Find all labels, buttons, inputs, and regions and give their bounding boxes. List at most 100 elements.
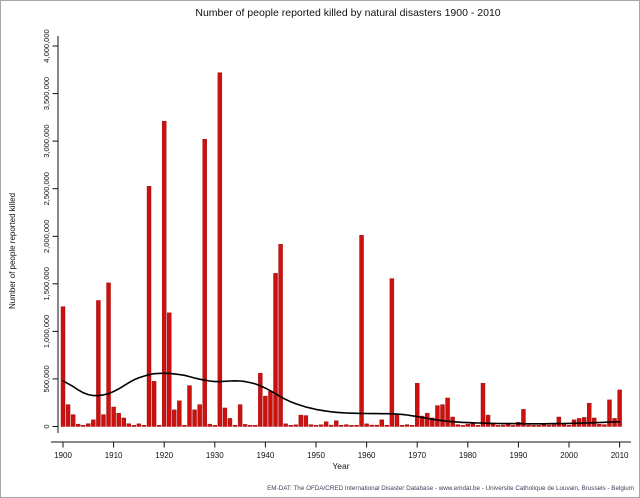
disaster-deaths-bar-1955 — [339, 425, 344, 427]
disaster-deaths-bar-1956 — [344, 424, 349, 427]
disaster-deaths-bar-1986 — [495, 425, 501, 427]
disaster-deaths-bar-1985 — [490, 423, 496, 427]
y-tick-label: 4,000,000 — [42, 29, 51, 62]
disaster-deaths-bar-1945 — [288, 425, 293, 427]
disaster-deaths-bar-1970 — [415, 383, 420, 427]
disaster-deaths-bar-1918 — [151, 381, 157, 427]
disaster-deaths-bar-1971 — [420, 415, 425, 427]
disaster-deaths-bar-1949 — [308, 424, 314, 427]
trend-line-group — [62, 372, 621, 425]
x-tick-label: 1950 — [307, 451, 325, 460]
disaster-deaths-bar-1913 — [126, 423, 131, 427]
disaster-deaths-bar-1920 — [161, 120, 167, 427]
disaster-deaths-bar-1974 — [435, 405, 440, 427]
disaster-deaths-bar-1953 — [328, 424, 334, 427]
disaster-deaths-bar-1998 — [556, 416, 562, 427]
disaster-deaths-bar-1912 — [121, 417, 126, 427]
disaster-deaths-bar-1906 — [91, 419, 96, 427]
x-tick-label: 1930 — [206, 451, 224, 460]
x-tick-label: 2010 — [611, 451, 629, 460]
x-tick-label: 1920 — [155, 451, 173, 460]
bars-group — [60, 72, 622, 427]
disaster-deaths-bar-1991 — [521, 409, 526, 427]
disaster-deaths-bar-1934 — [232, 425, 238, 427]
disaster-deaths-bar-1980 — [465, 423, 470, 427]
x-tick-label: 1900 — [54, 451, 72, 460]
axes-group: 0 500,000 1,000,000 1,500,000 2,000,000 2,500… — [42, 29, 631, 460]
disaster-deaths-bar-1921 — [167, 312, 172, 427]
disaster-deaths-bar-1947 — [298, 414, 304, 427]
disaster-deaths-bar-1983 — [480, 383, 486, 427]
disaster-deaths-bar-2006 — [597, 423, 602, 427]
y-tick-label: 3,000,000 — [42, 124, 51, 157]
y-tick-label: 3,500,000 — [42, 77, 51, 110]
disaster-deaths-bar-1927 — [197, 404, 202, 427]
disaster-deaths-bar-1996 — [546, 424, 551, 427]
disaster-deaths-bar-1900 — [60, 306, 66, 427]
disaster-deaths-bar-1981 — [470, 423, 476, 427]
y-tick-label: 2,000,000 — [42, 220, 51, 253]
y-tick-label: 1,000,000 — [42, 315, 51, 348]
disaster-deaths-bar-1926 — [192, 409, 197, 427]
x-tick-label: 1940 — [257, 451, 275, 460]
disaster-deaths-bar-1966 — [394, 414, 400, 427]
source-attribution: EM-DAT: The OFDA/CRED International Disa… — [267, 485, 634, 492]
disaster-deaths-bar-1982 — [475, 425, 481, 427]
disaster-deaths-bar-1911 — [116, 412, 121, 427]
disaster-deaths-bar-1923 — [177, 400, 182, 427]
disaster-deaths-bar-1994 — [536, 425, 541, 427]
disaster-deaths-bar-1942 — [273, 273, 278, 427]
disaster-deaths-bar-1975 — [440, 404, 445, 427]
disaster-deaths-bar-1957 — [349, 425, 354, 427]
disaster-deaths-bar-1928 — [202, 139, 207, 427]
disaster-deaths-bar-1903 — [75, 423, 81, 427]
disaster-deaths-bar-1901 — [65, 404, 71, 427]
y-tick-label: 1,500,000 — [42, 267, 51, 300]
disaster-deaths-bar-1919 — [156, 425, 162, 427]
y-axis-title: Number of people reported killed — [8, 193, 17, 309]
disaster-deaths-bar-2008 — [607, 399, 612, 427]
disaster-deaths-bar-1962 — [374, 424, 379, 427]
disaster-deaths-bar-1989 — [511, 425, 516, 427]
disaster-deaths-bar-1951 — [318, 424, 324, 427]
disaster-deaths-bar-1904 — [81, 425, 86, 427]
disaster-deaths-bar-1938 — [253, 425, 258, 427]
disaster-deaths-bar-1909 — [106, 282, 111, 427]
disaster-deaths-bar-1925 — [187, 385, 192, 427]
disaster-deaths-bar-1993 — [531, 425, 536, 427]
disaster-deaths-bar-1908 — [101, 414, 106, 427]
disaster-deaths-bar-1916 — [141, 425, 147, 427]
x-tick-label: 1960 — [358, 451, 376, 460]
disaster-deaths-bar-1997 — [551, 424, 557, 427]
disaster-deaths-bar-1915 — [136, 423, 142, 427]
disaster-deaths-bar-1978 — [455, 424, 460, 427]
y-tick-label: 2,500,000 — [42, 172, 51, 205]
disaster-deaths-bar-1952 — [323, 421, 329, 427]
disaster-deaths-bar-1917 — [146, 186, 152, 427]
disaster-deaths-bar-1940 — [263, 395, 268, 427]
disaster-deaths-bar-1984 — [485, 414, 491, 427]
disaster-deaths-bar-1987 — [501, 424, 506, 427]
x-tick-label: 1970 — [408, 451, 426, 460]
disaster-deaths-bar-1907 — [96, 300, 101, 427]
disaster-deaths-bar-1930 — [212, 425, 218, 427]
disaster-deaths-bar-1958 — [354, 425, 359, 427]
disaster-deaths-bar-1950 — [313, 425, 319, 427]
disaster-deaths-bar-1943 — [278, 244, 283, 427]
disaster-deaths-bar-1931 — [217, 72, 223, 427]
x-axis-title: Year — [332, 461, 349, 471]
disaster-deaths-bar-2010 — [617, 389, 622, 427]
disaster-deaths-bar-1939 — [258, 373, 263, 427]
disaster-deaths-bar-2003 — [581, 417, 587, 427]
disaster-deaths-bar-1914 — [131, 425, 137, 427]
disaster-deaths-bar-1933 — [227, 418, 233, 427]
disaster-deaths-bar-1935 — [237, 404, 243, 427]
disaster-deaths-bar-1932 — [222, 407, 228, 427]
disaster-deaths-bar-1963 — [379, 419, 384, 427]
trend-line — [62, 372, 621, 425]
disaster-deaths-bar-1972 — [425, 412, 430, 427]
disaster-deaths-bar-1973 — [430, 417, 435, 427]
disaster-deaths-bar-1922 — [172, 409, 177, 427]
